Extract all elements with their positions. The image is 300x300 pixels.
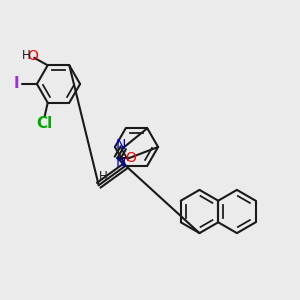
- Text: H: H: [99, 170, 108, 183]
- Text: N: N: [116, 156, 126, 170]
- Text: O: O: [27, 49, 38, 63]
- Text: N: N: [115, 138, 125, 152]
- Text: O: O: [125, 151, 136, 165]
- Text: H: H: [22, 49, 31, 62]
- Text: Cl: Cl: [37, 116, 53, 131]
- Text: I: I: [14, 76, 19, 92]
